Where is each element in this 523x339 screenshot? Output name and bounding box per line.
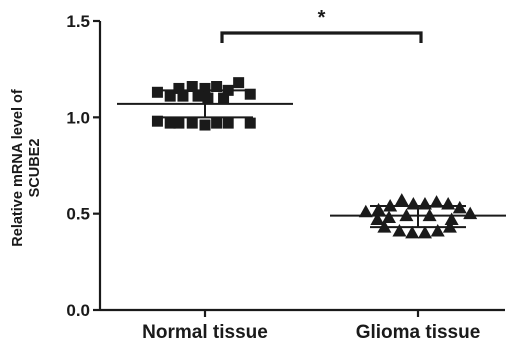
data-point (371, 202, 386, 216)
significance-label: * (318, 7, 326, 29)
data-point (244, 117, 256, 129)
data-point (151, 86, 163, 98)
x-tick-label: Glioma tissue (356, 322, 481, 339)
y-axis-title: Relative mRNA level of SCUBE2 (10, 89, 43, 247)
data-point (233, 77, 245, 89)
data-point (370, 212, 385, 225)
data-point (199, 82, 211, 94)
data-point (186, 81, 198, 93)
bracket-line (220, 31, 423, 43)
data-point (192, 90, 204, 102)
data-point (382, 210, 396, 224)
data-series (117, 77, 506, 239)
data-point (222, 117, 234, 129)
x-tick-label: Normal tissue (142, 322, 268, 339)
data-point (199, 119, 211, 131)
data-point (358, 204, 373, 218)
data-point (202, 92, 214, 104)
data-point (405, 225, 420, 239)
y-tick-label: 0.0 (66, 301, 90, 320)
data-point (211, 81, 223, 93)
series-square (117, 77, 293, 131)
y-tick-label: 0.5 (66, 205, 90, 224)
data-point (430, 224, 445, 237)
data-point (151, 115, 163, 127)
data-point (211, 117, 223, 129)
data-point (164, 117, 176, 129)
y-axis-title-line-2: SCUBE2 (27, 139, 43, 198)
y-tick-label: 1.0 (66, 108, 90, 127)
data-point (218, 92, 230, 104)
y-axis: 0.0 0.5 1.0 1.5 (66, 12, 102, 320)
data-point (417, 225, 432, 239)
data-point (417, 197, 432, 210)
data-point (244, 88, 256, 100)
data-point (173, 82, 185, 94)
data-point (452, 200, 467, 214)
data-point (186, 117, 198, 129)
x-axis: Normal tissue Glioma tissue (100, 308, 505, 339)
significance-bracket: * (220, 7, 423, 43)
data-point (441, 197, 456, 210)
y-axis-title-line-1: Relative mRNA level of (10, 89, 26, 247)
data-point (429, 195, 444, 208)
data-point (392, 224, 407, 237)
data-point (394, 193, 409, 206)
data-point (173, 117, 185, 129)
data-point (444, 212, 459, 225)
series-triangle (330, 193, 506, 239)
y-tick-label: 1.5 (66, 12, 90, 31)
data-point (177, 90, 189, 102)
data-point (164, 90, 176, 102)
